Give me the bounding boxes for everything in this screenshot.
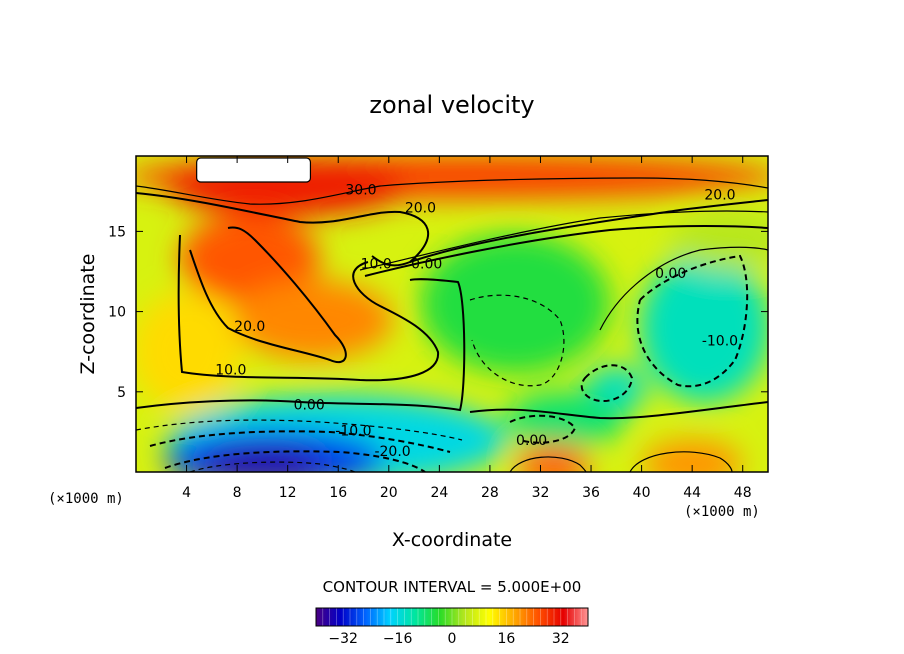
field-blob — [505, 391, 626, 448]
field-blob — [136, 291, 242, 412]
y-tick-label: 5 — [117, 385, 126, 401]
x-tick-label: 8 — [233, 485, 242, 501]
contour-neg10-patch — [580, 364, 634, 403]
x-tick-label: 12 — [279, 485, 297, 501]
contour-interval-label: CONTOUR INTERVAL = 5.000E+00 — [323, 578, 582, 596]
contour-label: 10.0 — [361, 256, 392, 272]
contour-neg10-lens — [509, 414, 577, 444]
contour-00-left — [136, 278, 466, 412]
plot-frame — [135, 155, 769, 473]
colorbar-tick-label: −16 — [383, 631, 413, 647]
y-axis-title: Z-coordinate — [77, 254, 99, 375]
x-axis-title: X-coordinate — [392, 529, 512, 551]
y-unit-right: (×1000 m) — [684, 504, 760, 520]
jet-core-max — [196, 157, 312, 183]
field-blob — [670, 209, 768, 270]
contour-00-right — [599, 246, 768, 331]
contour-label: 0.00 — [411, 256, 442, 272]
x-tick-label: 24 — [430, 485, 448, 501]
y-tick-label: 15 — [108, 224, 126, 240]
field-blob — [202, 447, 323, 472]
x-tick-label: 32 — [532, 485, 550, 501]
colorbar-ticks: −32 −16 0 16 32 — [328, 631, 569, 647]
contour-label: 20.0 — [234, 319, 265, 335]
contour-label: 10.0 — [215, 362, 246, 378]
colorbar: −32 −16 0 16 32 — [315, 607, 589, 647]
contour-label: -10.0 — [702, 333, 738, 349]
contour-neg30-left — [189, 461, 356, 472]
chart-title: zonal velocity — [369, 91, 534, 119]
contour-neg20-left — [164, 450, 426, 472]
velocity-field — [136, 156, 768, 472]
x-tick-label: 16 — [329, 485, 347, 501]
field-blob — [642, 439, 743, 472]
contour-20-left — [189, 226, 347, 363]
contour-labels: 30.0 20.0 20.0 10.0 0.00 0.00 20.0 -10.0 10.0 0.0… — [215, 183, 738, 460]
plot-area: 30.0 20.0 20.0 10.0 0.00 0.00 20.0 -10.0 10.0 0.0… — [108, 155, 769, 501]
contour-neg10-right — [636, 254, 749, 388]
contour-label: -20.0 — [374, 444, 410, 460]
colorbar-frame — [315, 607, 589, 627]
contour-label: 0.00 — [294, 398, 325, 414]
contour-label: -10.0 — [335, 423, 371, 439]
contour-lines — [136, 177, 768, 472]
contour-neg5-mid — [469, 294, 565, 387]
contour-00-upper — [364, 225, 768, 277]
x-tick-label: 4 — [182, 485, 191, 501]
colorbar-tick-label: 16 — [497, 631, 515, 647]
x-unit-left: (×1000 m) — [48, 491, 124, 507]
x-tick-label: 36 — [582, 485, 600, 501]
y-tick-label: 10 — [108, 305, 126, 321]
contour-label: 0.00 — [655, 266, 686, 282]
x-tick-label: 44 — [683, 485, 701, 501]
x-tick-label: 48 — [734, 485, 752, 501]
x-tick-label: 40 — [633, 485, 651, 501]
field-blob — [179, 213, 320, 304]
field-blob — [232, 279, 393, 360]
colorbar-fill — [316, 608, 588, 626]
field-blob — [420, 233, 611, 374]
contour-10-left — [177, 234, 440, 382]
colorbar-tick-label: 32 — [552, 631, 570, 647]
contour-label: 20.0 — [704, 187, 735, 203]
contour-label: 30.0 — [345, 183, 376, 199]
contour-neg10-left — [149, 430, 451, 453]
contour-label: 0.00 — [516, 433, 547, 449]
field-blob — [517, 443, 590, 472]
contour-20-upper — [136, 192, 430, 267]
colorbar-tick-label: −32 — [328, 631, 358, 647]
contour-00-bottom — [469, 401, 768, 420]
contour-label: 20.0 — [405, 200, 436, 216]
contour-10-upper — [359, 210, 768, 271]
x-axis-ticks: 4 8 12 16 20 24 28 32 36 40 44 48 — [182, 156, 752, 501]
field-blob — [639, 252, 768, 403]
contour-neg5-left — [136, 419, 463, 441]
contour-30 — [136, 177, 768, 205]
colorbar-stripes — [322, 608, 582, 626]
contour-20-right — [409, 199, 768, 263]
x-tick-label: 28 — [481, 485, 499, 501]
x-tick-label: 20 — [380, 485, 398, 501]
contour-15-surface-right — [629, 451, 733, 472]
y-axis-ticks: 5 10 15 — [108, 224, 768, 401]
colorbar-tick-label: 0 — [448, 631, 457, 647]
